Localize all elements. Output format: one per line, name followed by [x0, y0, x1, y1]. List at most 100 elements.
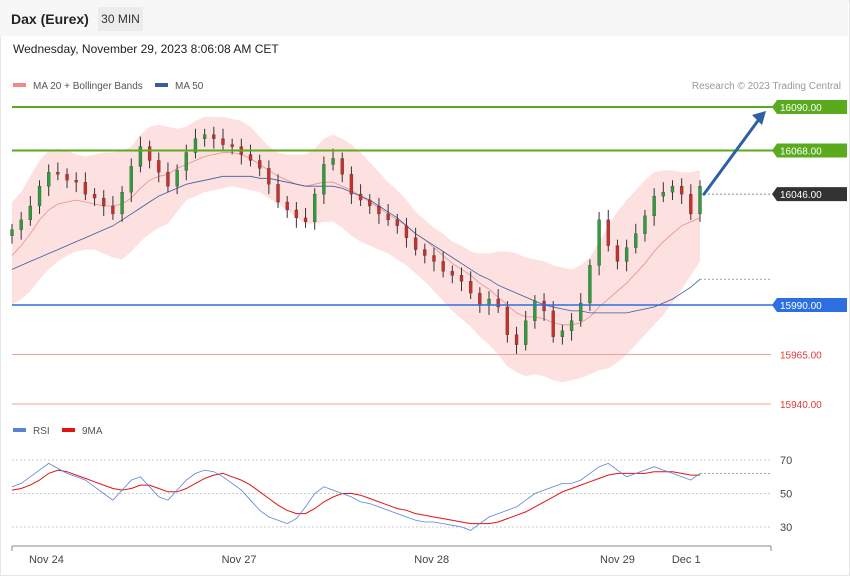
target-level-label: 15940.00 — [780, 400, 822, 411]
candle-down — [358, 193, 363, 201]
candle-up — [322, 164, 326, 195]
price-tag-label: 15990.00 — [780, 301, 822, 312]
candle-down — [606, 219, 610, 246]
legend-rsi-ma-label: 9MA — [82, 426, 103, 437]
candle-down — [349, 174, 354, 195]
legend-ma50: MA 50 — [155, 81, 203, 92]
candle-up — [138, 146, 143, 167]
candle-up — [120, 191, 124, 215]
candle-up — [579, 302, 583, 321]
candle-up — [193, 138, 198, 153]
candle-down — [65, 174, 69, 181]
x-tick-label: Dec 1 — [672, 554, 701, 566]
candle-up — [698, 186, 702, 215]
candle-down — [340, 158, 344, 175]
candle-up — [10, 229, 14, 236]
candle-up — [569, 320, 574, 331]
candle-down — [377, 205, 381, 215]
candle-down — [166, 172, 170, 187]
bollinger-band — [12, 116, 700, 383]
candle-down — [386, 213, 390, 221]
candle-down — [258, 160, 262, 169]
candle-down — [212, 134, 216, 139]
x-tick-label: Nov 27 — [222, 554, 257, 566]
price-tag-label: 16068.00 — [780, 147, 822, 158]
candle-down — [303, 217, 308, 222]
price-tag-bg — [772, 143, 847, 158]
candle-down — [102, 197, 106, 207]
candle-up — [175, 170, 179, 187]
candle-down — [56, 172, 60, 175]
candle-up — [652, 195, 656, 217]
resistance-price-tag: 16090.00 — [772, 100, 847, 114]
candle-down — [542, 300, 546, 312]
rsi-tick-label: 30 — [780, 522, 792, 534]
candle-up — [19, 219, 23, 230]
price-tag-bg — [772, 187, 847, 202]
rsi-swatch-icon — [13, 428, 26, 433]
x-tick-label: Nov 29 — [600, 554, 635, 566]
candle-down — [157, 160, 161, 173]
candle-down — [469, 281, 473, 294]
ma50-line — [11, 175, 701, 314]
price-tag-bg — [772, 298, 847, 312]
candle-down — [294, 209, 299, 219]
candle-down — [147, 146, 152, 161]
rsi-ma-swatch-icon — [62, 428, 75, 433]
candle-up — [533, 300, 537, 321]
legend-ma20: MA 20 + Bollinger Bands — [13, 81, 143, 92]
candle-down — [404, 225, 409, 238]
candle-down — [111, 205, 115, 215]
ma50-swatch-icon — [155, 83, 168, 88]
candle-down — [689, 193, 693, 215]
candle-down — [267, 168, 271, 185]
resistance-price-tag: 16068.00 — [772, 143, 847, 158]
candle-up — [560, 330, 565, 337]
legend-ma20-label: MA 20 + Bollinger Bands — [33, 81, 143, 92]
candle-down — [615, 245, 620, 262]
candle-up — [487, 298, 491, 306]
candle-down — [505, 306, 510, 335]
candle-up — [624, 247, 629, 262]
rsi-ma-line — [11, 469, 700, 525]
projection-arrowhead-icon — [752, 110, 766, 125]
candle-down — [413, 237, 418, 250]
candle-down — [680, 186, 684, 195]
rsi-tick-label: 50 — [780, 489, 792, 501]
projection-arrow — [702, 116, 762, 196]
candle-up — [643, 215, 647, 234]
candle-up — [129, 166, 133, 193]
candle-down — [551, 310, 555, 337]
candle-up — [28, 205, 32, 221]
candle-down — [276, 184, 280, 203]
candle-down — [478, 292, 482, 306]
price-tag-label: 16046.00 — [780, 190, 822, 201]
timeframe-button[interactable]: 30 MIN — [98, 7, 143, 31]
candle-up — [670, 186, 675, 193]
candle-down — [221, 138, 225, 145]
credit-label: Research © 2023 Trading Central — [691, 81, 841, 92]
legend-rsi-label: RSI — [33, 426, 50, 437]
ma20-swatch-icon — [13, 83, 26, 88]
candle-up — [524, 320, 528, 345]
candle-down — [459, 275, 464, 282]
rsi-line — [11, 462, 701, 531]
candle-down — [423, 249, 427, 256]
target-level-label: 15965.00 — [780, 351, 822, 362]
rsi-tick-label: 70 — [780, 455, 792, 467]
candle-up — [331, 158, 335, 165]
candle-up — [634, 233, 638, 248]
candle-down — [230, 144, 234, 147]
candle-down — [441, 261, 445, 272]
support-price-tag: 15990.00 — [772, 298, 847, 312]
candle-up — [47, 172, 51, 187]
candle-up — [184, 152, 188, 171]
price-tag-label: 16090.00 — [780, 103, 822, 114]
candle-down — [395, 219, 399, 226]
candle-down — [450, 271, 454, 276]
legend-rsi-ma: 9MA — [62, 426, 103, 437]
x-tick-label: Nov 28 — [414, 554, 449, 566]
candle-up — [313, 193, 317, 222]
candle-up — [202, 134, 207, 139]
